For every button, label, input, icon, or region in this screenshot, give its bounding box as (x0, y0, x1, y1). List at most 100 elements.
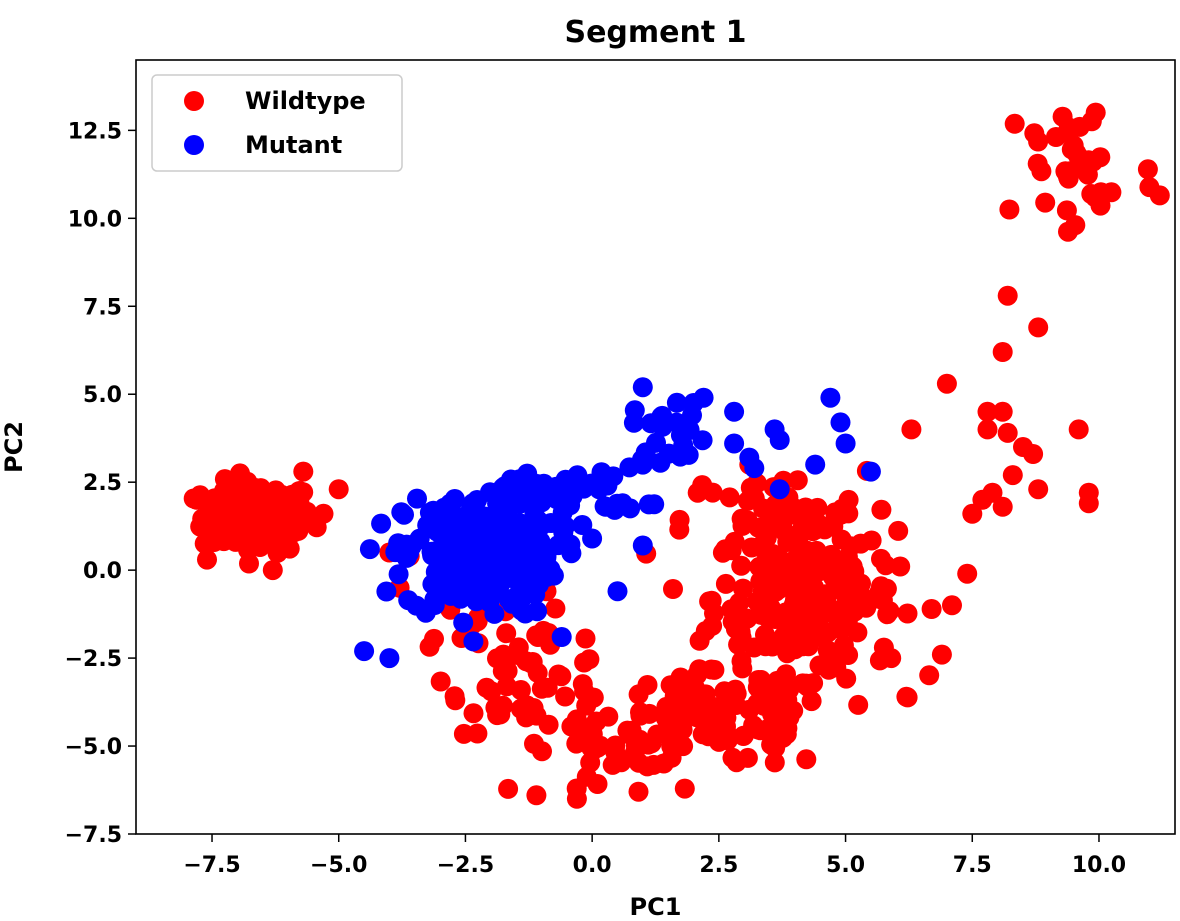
data-point (253, 503, 274, 524)
data-point (765, 737, 786, 758)
axes-ticks: −7.5 −5.0 −2.5 0.0 2.5 5.0 7.5 10.0 −7.5 −5.0 −2.5… (65, 119, 1127, 878)
data-point (737, 510, 758, 531)
data-point (385, 542, 406, 563)
data-point (186, 489, 207, 510)
y-tick-label: −2.5 (65, 647, 122, 672)
data-point (650, 452, 671, 473)
data-point (643, 754, 664, 775)
data-point (532, 741, 552, 762)
plot-frame (135, 59, 1176, 835)
data-point (579, 649, 600, 670)
data-point (728, 634, 749, 655)
data-point (463, 703, 484, 724)
data-point (936, 373, 957, 394)
data-point (881, 648, 902, 669)
data-point (652, 405, 673, 426)
data-point (595, 470, 616, 491)
data-point (720, 686, 741, 706)
x-tick-label: 7.5 (953, 853, 992, 878)
legend-label-mutant: Mutant (245, 131, 342, 159)
legend-marker-wildtype (184, 91, 204, 111)
data-point (576, 476, 597, 497)
data-point (749, 536, 770, 557)
data-point (1058, 221, 1078, 242)
data-point (1074, 158, 1095, 179)
data-point (240, 526, 261, 547)
data-point (480, 482, 500, 503)
data-point (430, 671, 451, 692)
data-point (715, 727, 735, 748)
data-point (328, 479, 349, 500)
data-point (543, 565, 564, 586)
data-point (1068, 419, 1089, 440)
data-point (407, 488, 427, 509)
series-mutant (354, 377, 881, 669)
data-point (379, 648, 400, 669)
data-point (818, 659, 839, 680)
data-point (496, 676, 517, 697)
data-point (797, 676, 818, 697)
y-tick-label: 0.0 (83, 559, 122, 584)
data-point (632, 535, 653, 556)
data-point (722, 611, 743, 632)
data-point (607, 581, 628, 602)
data-point (765, 609, 786, 629)
data-point (689, 630, 710, 651)
data-point (471, 563, 492, 584)
data-point (871, 499, 892, 520)
data-point (731, 555, 752, 576)
data-point (546, 476, 567, 497)
data-point (791, 631, 812, 652)
data-point (699, 591, 720, 612)
data-point (769, 430, 790, 450)
data-point (830, 412, 851, 433)
data-point (769, 576, 789, 597)
data-point (537, 677, 558, 698)
legend: Wildtype Mutant (151, 74, 403, 172)
y-tick-label: 5.0 (83, 383, 122, 408)
data-point (594, 496, 615, 517)
data-point (388, 564, 409, 585)
data-point (942, 595, 962, 616)
data-point (724, 433, 745, 454)
data-point (1028, 317, 1049, 338)
data-point (513, 531, 534, 552)
data-point (1002, 465, 1023, 486)
data-point (737, 490, 758, 511)
data-point (788, 539, 809, 559)
data-point (663, 579, 683, 599)
data-point (354, 641, 375, 662)
data-point (1101, 182, 1122, 203)
data-point (488, 547, 509, 568)
data-point (755, 552, 776, 573)
data-point (999, 199, 1020, 220)
data-point (493, 568, 514, 589)
data-point (1066, 142, 1087, 163)
data-point (483, 511, 504, 532)
data-point (661, 715, 682, 736)
data-point (702, 482, 723, 503)
data-point (639, 703, 660, 724)
data-point (1149, 185, 1170, 206)
data-point (204, 532, 224, 552)
data-point (576, 695, 597, 716)
data-point (890, 556, 911, 577)
data-point (838, 645, 859, 665)
data-point (997, 285, 1018, 306)
data-point (977, 419, 998, 440)
x-tick-label: −7.5 (183, 853, 240, 878)
data-point (921, 599, 942, 619)
data-point (755, 636, 776, 657)
data-point (796, 749, 817, 770)
data-point (623, 412, 644, 433)
data-point (1004, 113, 1025, 134)
data-point (498, 778, 519, 799)
data-point (560, 534, 581, 555)
data-point (536, 547, 557, 568)
data-point (1023, 444, 1044, 464)
data-point (582, 528, 603, 549)
data-point (670, 446, 691, 467)
data-point (455, 569, 475, 590)
data-point (445, 521, 466, 542)
